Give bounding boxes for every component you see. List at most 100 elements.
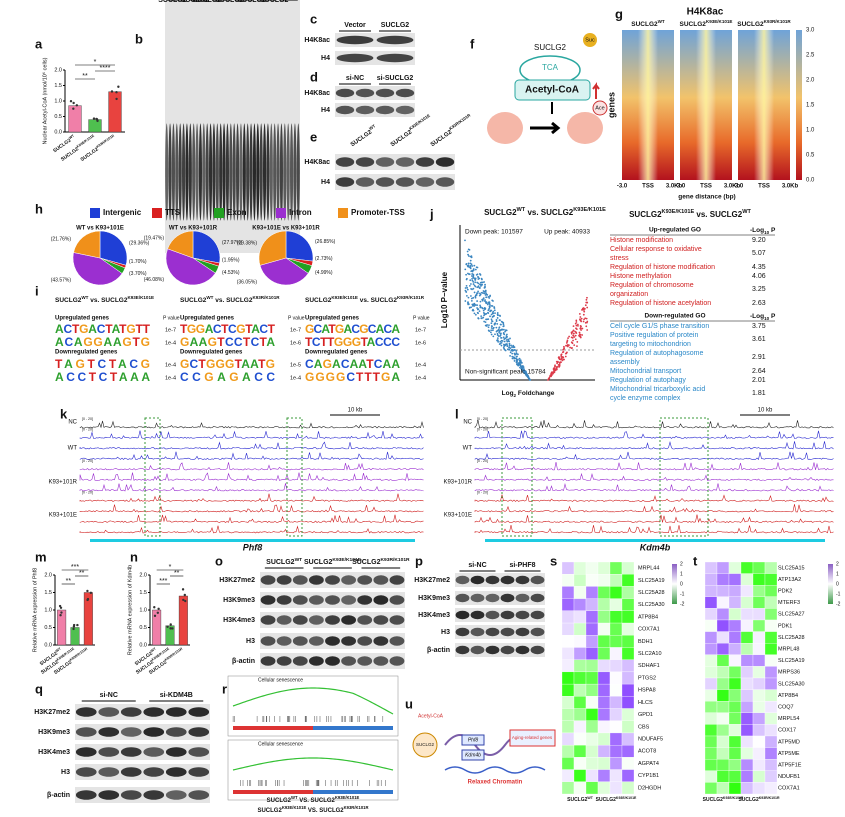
peak-point bbox=[575, 319, 578, 322]
heatmap-cell bbox=[752, 689, 766, 702]
heatmap-cell bbox=[609, 683, 623, 697]
heatmap-cell bbox=[573, 720, 587, 734]
blot-band bbox=[500, 645, 515, 655]
heatmap-cell bbox=[561, 757, 575, 770]
motif-logo: TCTTGGGTACCC bbox=[305, 335, 400, 349]
peak-point bbox=[489, 295, 491, 298]
blot-band bbox=[530, 575, 545, 585]
bar bbox=[83, 592, 93, 646]
p-value: 1e-4 bbox=[415, 362, 426, 368]
peak-point bbox=[575, 324, 578, 327]
peak-point bbox=[476, 292, 479, 294]
x-tick-label: TSS bbox=[700, 184, 712, 190]
panel-letter: k bbox=[60, 406, 68, 421]
heatmap-cell bbox=[728, 759, 742, 771]
blot-band bbox=[165, 123, 169, 221]
motif-base: A bbox=[332, 357, 341, 371]
peak-point bbox=[472, 280, 475, 283]
blot-band bbox=[120, 747, 142, 757]
peak-point bbox=[522, 366, 525, 369]
motif-base: C bbox=[312, 335, 321, 349]
peak-point bbox=[478, 294, 481, 297]
peak-point bbox=[471, 265, 474, 267]
text-part: SUCLG2 bbox=[738, 797, 759, 803]
coverage-track bbox=[474, 430, 834, 439]
heatmap-cell bbox=[752, 654, 766, 667]
x-tick-label: -3.0 bbox=[675, 184, 686, 190]
peak-point bbox=[519, 359, 522, 362]
peak-point bbox=[563, 358, 565, 361]
peak-point bbox=[472, 283, 475, 285]
blot-band bbox=[470, 610, 485, 620]
motif-base: T bbox=[235, 357, 243, 371]
pie-value-label: (21.76%) bbox=[51, 236, 72, 242]
mito bbox=[412, 732, 438, 758]
blot-band bbox=[260, 636, 276, 646]
peak-point bbox=[495, 318, 498, 321]
blot-band bbox=[292, 575, 308, 585]
blot-band bbox=[165, 767, 187, 777]
y-tick-label: 1.5 bbox=[54, 83, 62, 89]
motif-base: T bbox=[109, 357, 117, 371]
motif-base: A bbox=[88, 322, 97, 336]
motif-logo: GGGGCTTTGA bbox=[305, 370, 400, 384]
blot-band bbox=[168, 123, 172, 221]
section-label: Downregulated genes bbox=[180, 350, 243, 356]
blot-band bbox=[325, 575, 340, 585]
gsea-comparison: SUCLG2K93E/K101E VS. SUCLG2K93R/K101R bbox=[257, 805, 368, 814]
blot-band bbox=[263, 123, 267, 221]
peak-point bbox=[466, 288, 469, 291]
heatmap-cell bbox=[561, 659, 575, 673]
heatmap-cell bbox=[764, 747, 778, 760]
heatmap-cell bbox=[561, 769, 575, 782]
motif-column-title: SUCLG2WT vs. SUCLG2K93E/K101E bbox=[55, 295, 154, 304]
tss-signal bbox=[754, 30, 774, 180]
heatmap-cell bbox=[561, 561, 575, 575]
pie-value-label: (26.85%) bbox=[315, 239, 336, 245]
blot-band bbox=[373, 656, 389, 666]
significance-label: * bbox=[169, 564, 172, 571]
motif-base: A bbox=[391, 357, 400, 371]
blot-row-label: H3K27me2 bbox=[414, 577, 450, 584]
y-tick-label: 1.5 bbox=[44, 590, 52, 596]
heatmap-cell bbox=[573, 745, 587, 758]
motif-base: C bbox=[383, 335, 392, 349]
gene-label: SLC25A19 bbox=[778, 658, 805, 664]
heatmap-cell bbox=[585, 610, 599, 624]
panel-letter: d bbox=[310, 69, 318, 84]
track-label: K93+101E bbox=[49, 513, 77, 519]
genes-box bbox=[509, 729, 556, 747]
blot-band bbox=[515, 610, 530, 620]
peak-point bbox=[518, 361, 521, 363]
peak-point bbox=[486, 303, 489, 306]
peak-point bbox=[485, 312, 488, 315]
text-part: K93E/K101E bbox=[332, 557, 361, 563]
peak-point bbox=[513, 360, 516, 362]
legend-label: TTS bbox=[165, 208, 181, 217]
peak-point bbox=[555, 366, 558, 369]
peak-point bbox=[569, 346, 572, 349]
heatmap-cell bbox=[752, 759, 766, 771]
pie-slice bbox=[99, 230, 128, 266]
blot-band bbox=[276, 595, 292, 605]
heatmap-cell bbox=[704, 759, 718, 771]
motif-base: G bbox=[187, 322, 196, 336]
blot-band bbox=[357, 656, 373, 666]
blot-band bbox=[341, 636, 357, 646]
peak-point bbox=[515, 352, 518, 355]
heatmap-cell bbox=[764, 561, 778, 574]
track-label: WT bbox=[463, 446, 473, 452]
text-part: SUCLG2 bbox=[304, 559, 333, 566]
blot-band bbox=[292, 636, 308, 646]
heatmap-cell bbox=[728, 701, 742, 713]
heatmap-cell bbox=[621, 757, 635, 770]
peak-point bbox=[579, 316, 582, 318]
peak-point bbox=[490, 327, 493, 329]
peak-point bbox=[484, 321, 487, 324]
peak-point bbox=[479, 292, 481, 295]
peak-point bbox=[502, 323, 505, 326]
y-tick-label: 1.0 bbox=[54, 98, 62, 104]
track-label: NC bbox=[463, 420, 472, 426]
peak-point bbox=[470, 295, 472, 297]
peak-point bbox=[474, 281, 477, 284]
